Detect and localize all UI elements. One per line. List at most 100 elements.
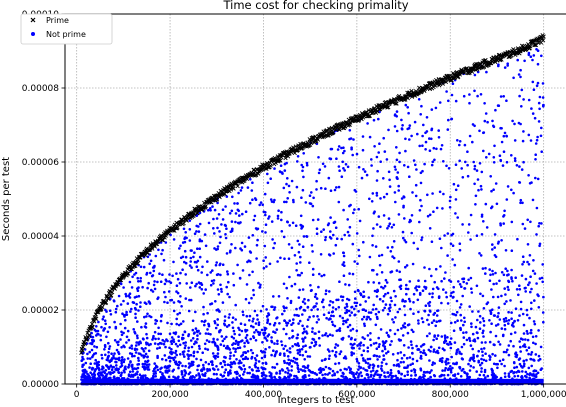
not-prime-point — [273, 167, 276, 170]
not-prime-point — [305, 330, 308, 333]
not-prime-point — [512, 191, 515, 195]
not-prime-point — [368, 357, 372, 361]
not-prime-point — [270, 372, 273, 375]
not-prime-point — [428, 227, 432, 230]
not-prime-point — [337, 165, 341, 168]
not-prime-point — [253, 309, 257, 313]
not-prime-point — [403, 164, 406, 167]
not-prime-point — [260, 374, 264, 378]
not-prime-point — [462, 280, 466, 284]
not-prime-point — [193, 331, 196, 335]
not-prime-point — [82, 363, 85, 367]
not-prime-point — [260, 328, 264, 332]
not-prime-point — [286, 371, 290, 375]
not-prime-point — [378, 298, 382, 301]
not-prime-point — [199, 282, 203, 285]
not-prime-point — [494, 255, 498, 259]
not-prime-point — [480, 370, 483, 373]
not-prime-point — [492, 156, 496, 159]
not-prime-point — [257, 369, 261, 373]
not-prime-point — [489, 273, 492, 277]
not-prime-point — [318, 344, 322, 347]
not-prime-point — [453, 263, 457, 267]
not-prime-point — [350, 336, 353, 340]
not-prime-point — [234, 347, 237, 351]
not-prime-point — [453, 373, 457, 376]
not-prime-point — [438, 237, 442, 240]
not-prime-point — [537, 329, 540, 332]
not-prime-point — [301, 245, 305, 248]
not-prime-point — [115, 367, 118, 370]
not-prime-point — [354, 304, 358, 308]
not-prime-point — [130, 286, 134, 289]
not-prime-point — [328, 350, 331, 353]
not-prime-point — [183, 369, 187, 373]
not-prime-point — [288, 361, 292, 365]
not-prime-point — [136, 376, 140, 379]
not-prime-point — [417, 322, 420, 325]
not-prime-point — [239, 189, 243, 192]
not-prime-point — [374, 323, 378, 327]
not-prime-point — [373, 289, 377, 293]
not-prime-point — [375, 179, 379, 182]
not-prime-point — [456, 139, 459, 142]
not-prime-point — [88, 357, 92, 360]
not-prime-point — [419, 113, 423, 116]
not-prime-point — [539, 345, 543, 349]
not-prime-point — [184, 261, 188, 265]
not-prime-point — [510, 317, 513, 321]
not-prime-point — [143, 365, 146, 368]
not-prime-point — [380, 271, 384, 274]
not-prime-point — [483, 370, 487, 374]
not-prime-point — [152, 376, 155, 380]
not-prime-point — [275, 328, 279, 331]
not-prime-point — [389, 296, 393, 300]
not-prime-point — [451, 296, 455, 299]
not-prime-point — [530, 287, 533, 291]
not-prime-point — [454, 163, 458, 166]
not-prime-point — [526, 332, 529, 335]
not-prime-point — [356, 262, 359, 266]
not-prime-point — [387, 224, 391, 228]
not-prime-point — [268, 262, 272, 266]
not-prime-point — [522, 260, 526, 264]
not-prime-point — [339, 368, 342, 372]
not-prime-point — [184, 372, 187, 375]
not-prime-point — [348, 137, 351, 141]
not-prime-point — [262, 333, 266, 337]
not-prime-point — [491, 119, 494, 123]
not-prime-point — [511, 119, 514, 123]
not-prime-point — [432, 319, 436, 322]
not-prime-point — [331, 369, 335, 373]
not-prime-point — [203, 373, 206, 377]
not-prime-point — [481, 354, 485, 357]
not-prime-point — [462, 331, 465, 335]
not-prime-point — [118, 356, 121, 360]
not-prime-point — [357, 365, 361, 368]
not-prime-point — [277, 295, 281, 298]
not-prime-point — [280, 343, 284, 347]
not-prime-point — [157, 248, 160, 252]
not-prime-point — [292, 200, 295, 204]
not-prime-point — [459, 328, 463, 332]
not-prime-point — [307, 298, 310, 302]
not-prime-point — [499, 158, 503, 162]
not-prime-point — [367, 280, 370, 284]
not-prime-point — [498, 359, 502, 363]
not-prime-point — [134, 351, 138, 354]
not-prime-point — [450, 233, 453, 237]
not-prime-point — [457, 280, 460, 283]
not-prime-point — [143, 301, 147, 305]
not-prime-point — [280, 340, 283, 343]
not-prime-point — [148, 262, 151, 266]
not-prime-point — [510, 268, 513, 272]
not-prime-point — [510, 220, 514, 224]
not-prime-point — [407, 323, 411, 326]
not-prime-point — [372, 227, 375, 230]
not-prime-point — [100, 325, 103, 329]
not-prime-point — [380, 364, 383, 368]
not-prime-point — [157, 332, 160, 336]
not-prime-point — [515, 365, 519, 369]
prime-point — [309, 140, 314, 146]
not-prime-point — [393, 191, 397, 194]
